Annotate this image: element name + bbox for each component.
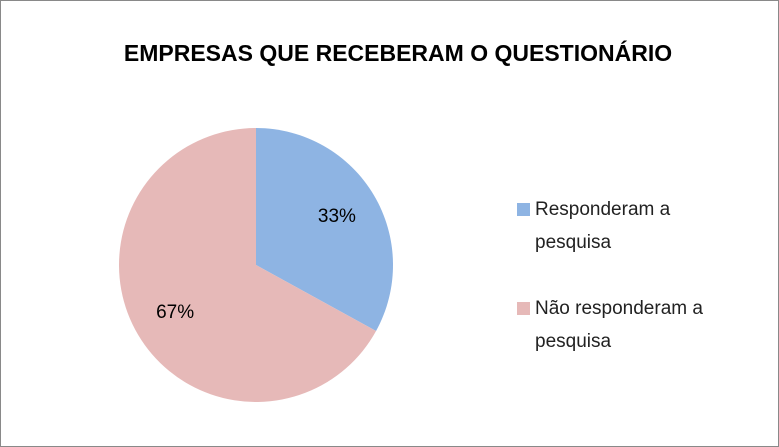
legend-label: Não responderam a pesquisa [535, 298, 703, 352]
data-label: 67% [156, 302, 194, 323]
chart-title: EMPRESAS QUE RECEBERAM O QUESTIONÁRIO [124, 39, 672, 66]
legend-item: Responderam a pesquisa [517, 193, 732, 259]
legend-label: Responderam a pesquisa [535, 199, 671, 253]
legend-item: Não responderam a pesquisa [517, 292, 732, 358]
legend: Responderam a pesquisa Não responderam a … [517, 193, 732, 391]
pie-slice [118, 128, 377, 402]
legend-swatch [517, 203, 530, 216]
data-label: 33% [318, 206, 356, 227]
pie-slice [256, 128, 393, 332]
legend-swatch [517, 302, 530, 315]
